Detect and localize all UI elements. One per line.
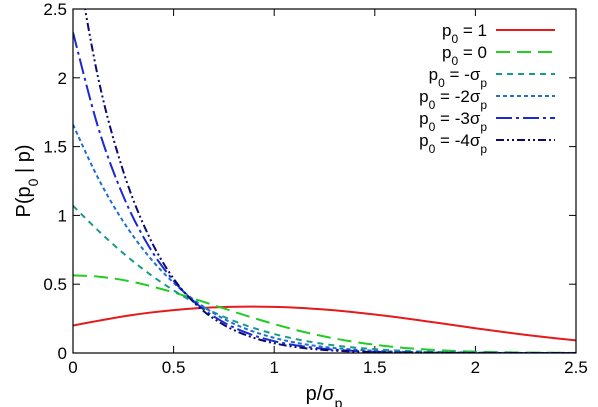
x-tick-label: 0	[68, 358, 77, 377]
legend-label-post-sub: p	[480, 98, 487, 112]
x-tick-label: 1.5	[363, 358, 387, 377]
x-axis-label-main: p/σ	[306, 383, 336, 405]
tick-layer: 0 0.5 1 1.5 2 2.5 0 0.5 1 1.5 2 2.5	[43, 0, 587, 377]
legend-label-pre: p	[419, 131, 428, 150]
y-axis-label-sub: 0	[25, 178, 41, 186]
legend-label-sub: 0	[429, 142, 436, 156]
series-line-1	[73, 274, 576, 353]
legend-label-post-sub: p	[480, 76, 487, 90]
x-tick-label: 0.5	[162, 358, 186, 377]
legend-label-post-sub: p	[480, 142, 487, 156]
legend-label-post-sub: p	[480, 120, 487, 134]
x-tick-label: 1	[269, 358, 278, 377]
y-axis-label: P(p0 | p)	[13, 144, 41, 217]
legend-label-post: = -2σ	[435, 87, 480, 106]
x-tick-label: 2	[471, 358, 480, 377]
legend-label-post: = 0	[458, 43, 487, 62]
legend-label-pre: p	[429, 65, 438, 84]
legend-label-1: p0 = 0	[442, 43, 487, 68]
legend-label-4: p0 = -3σp	[419, 109, 487, 134]
y-tick-label: 2.5	[43, 0, 67, 19]
legend-label-0: p0 = 1	[442, 21, 487, 46]
legend-label-sub: 0	[429, 98, 436, 112]
y-tick-label: 1	[58, 206, 67, 225]
legend-label-pre: p	[419, 109, 428, 128]
y-tick-label: 2	[58, 69, 67, 88]
y-axis-label-pre: P(p	[13, 186, 35, 217]
legend-label-sub: 0	[451, 32, 458, 46]
y-axis-label-post: | p)	[13, 144, 35, 178]
legend-label-post: = 1	[458, 21, 487, 40]
y-tick-label: 1.5	[43, 138, 67, 157]
legend-label-post: = -3σ	[435, 109, 480, 128]
legend-label-pre: p	[442, 21, 451, 40]
legend-label-sub: 0	[429, 120, 436, 134]
legend-label-pre: p	[419, 87, 428, 106]
legend-label-pre: p	[442, 43, 451, 62]
x-tick-label: 2.5	[564, 358, 588, 377]
legend-label-sub: 0	[451, 54, 458, 68]
x-axis-label: p/σp	[306, 383, 343, 407]
series-line-0	[73, 305, 576, 342]
series-line-4	[73, 32, 576, 353]
legend-label-post: = -σ	[445, 65, 481, 84]
legend-label-5: p0 = -4σp	[419, 131, 487, 156]
plot-frame	[72, 8, 577, 354]
legend-label-3: p0 = -2σp	[419, 87, 487, 112]
legend-label-2: p0 = -σp	[429, 65, 488, 90]
y-tick-label: 0.5	[43, 275, 67, 294]
series-line-5	[84, 9, 576, 353]
x-axis-label-sub: p	[335, 395, 343, 407]
legend-label-post: = -4σ	[435, 131, 480, 150]
y-tick-label: 0	[58, 344, 67, 363]
series-line-3	[73, 124, 576, 353]
legend-label-sub: 0	[438, 76, 445, 90]
